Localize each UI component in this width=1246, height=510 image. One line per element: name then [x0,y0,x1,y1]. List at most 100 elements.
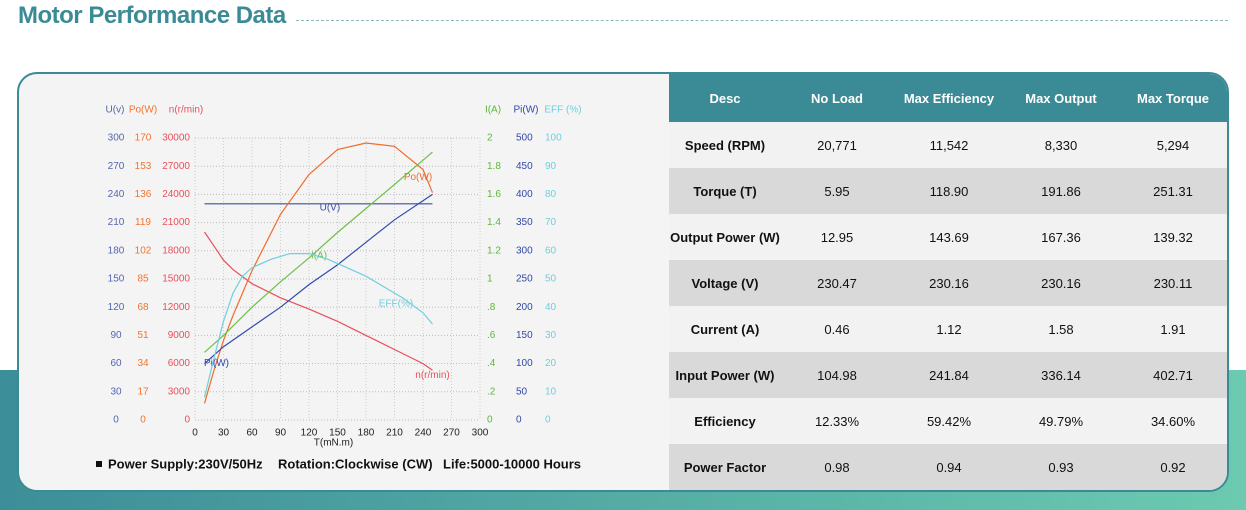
y-tick-label: 3000 [168,386,191,397]
y-tick-label: 200 [516,302,533,313]
table-cell: 1.58 [1005,306,1117,352]
table-cell: 118.90 [893,168,1005,214]
table-cell: 12.95 [781,214,893,260]
y-tick-label: 90 [545,161,557,172]
y-tick-label: 240 [108,189,125,200]
x-tick-label: 300 [472,428,489,439]
table-cell: 191.86 [1005,168,1117,214]
table-cell: 0.92 [1117,444,1227,490]
x-tick-label: 30 [218,428,230,439]
series-line [204,193,433,365]
title-rule [296,20,1228,21]
table-cell: 1.12 [893,306,1005,352]
axis-title: I(A) [485,105,501,116]
table-cell: Power Factor [669,444,781,490]
y-tick-label: 30 [545,330,557,341]
y-tick-label: 1 [487,274,493,285]
y-tick-label: 0 [140,415,146,426]
axis-title: Pi(W) [514,105,539,116]
table-cell: Current (A) [669,306,781,352]
y-tick-label: 90 [110,330,122,341]
y-tick-label: 12000 [162,302,190,313]
y-tick-label: 0 [516,415,522,426]
table-cell: 8,330 [1005,122,1117,168]
table-row: Torque (T) 5.95 118.90 191.86 251.31 [669,168,1227,214]
y-tick-label: 10 [545,386,557,397]
y-tick-label: 60 [545,245,557,256]
note: Rotation:Clockwise (CW) [278,456,433,471]
table-cell: 34.60% [1117,398,1227,444]
y-tick-label: 50 [545,274,557,285]
y-tick-label: .2 [487,386,496,397]
y-tick-label: 1.2 [487,245,501,256]
y-tick-label: 30 [110,386,122,397]
table-cell: 251.31 [1117,168,1227,214]
table-cell: Voltage (V) [669,260,781,306]
series-label: U(V) [320,202,341,213]
y-tick-label: 30000 [162,133,190,144]
y-tick-label: 210 [108,217,125,228]
column-header: Max Output [1005,74,1117,122]
y-tick-label: .6 [487,330,496,341]
y-tick-label: .8 [487,302,496,313]
y-tick-label: 1.6 [487,189,501,200]
y-tick-label: 102 [135,245,152,256]
y-tick-label: 300 [516,245,533,256]
y-tick-label: 27000 [162,161,190,172]
y-tick-label: 80 [545,189,557,200]
axis-title: Po(W) [129,105,157,116]
table-cell: 49.79% [1005,398,1117,444]
column-header: Max Efficiency [893,74,1005,122]
table-row: Voltage (V) 230.47 230.16 230.16 230.11 [669,260,1227,306]
y-tick-label: 350 [516,217,533,228]
y-tick-label: 170 [135,133,152,144]
y-tick-label: 9000 [168,330,191,341]
x-tick-label: 180 [358,428,375,439]
y-tick-label: 1.4 [487,217,501,228]
y-tick-label: 180 [108,245,125,256]
y-tick-label: 1.8 [487,161,501,172]
table-cell: 241.84 [893,352,1005,398]
series-label: n(r/min) [415,370,449,381]
table-cell: 0.98 [781,444,893,490]
y-tick-label: 250 [516,274,533,285]
table-row: Output Power (W) 12.95 143.69 167.36 139.32 [669,214,1227,260]
table-cell: 11,542 [893,122,1005,168]
y-tick-label: 150 [108,274,125,285]
note: Life:5000-10000 Hours [443,456,581,471]
y-tick-label: 120 [108,302,125,313]
y-tick-label: 0 [113,415,119,426]
table-cell: Efficiency [669,398,781,444]
y-tick-label: 0 [487,415,493,426]
series-label: EFF(%) [379,298,413,309]
y-tick-label: 50 [516,386,528,397]
y-tick-label: 17 [137,386,149,397]
y-tick-label: 68 [137,302,149,313]
table-row: Input Power (W) 104.98 241.84 336.14 402.71 [669,352,1227,398]
table-cell: 12.33% [781,398,893,444]
y-tick-label: 15000 [162,274,190,285]
table-cell: 5,294 [1117,122,1227,168]
table-cell: 230.47 [781,260,893,306]
x-tick-label: 150 [329,428,346,439]
x-tick-label: 240 [415,428,432,439]
y-tick-label: 60 [110,358,122,369]
y-tick-label: 153 [135,161,152,172]
table-row: Power Factor 0.98 0.94 0.93 0.92 [669,444,1227,490]
table-cell: 0.93 [1005,444,1117,490]
y-tick-label: 270 [108,161,125,172]
x-tick-label: 60 [246,428,258,439]
x-tick-label: 210 [386,428,403,439]
y-tick-label: 500 [516,133,533,144]
y-tick-label: 51 [137,330,149,341]
y-tick-label: 400 [516,189,533,200]
x-tick-label: 0 [192,428,198,439]
x-tick-label: 120 [301,428,318,439]
table-cell: Torque (T) [669,168,781,214]
x-axis-title: T(mN.m) [314,438,353,449]
table-cell: Output Power (W) [669,214,781,260]
y-tick-label: 100 [545,133,562,144]
table-cell: 5.95 [781,168,893,214]
series-line [203,142,434,404]
